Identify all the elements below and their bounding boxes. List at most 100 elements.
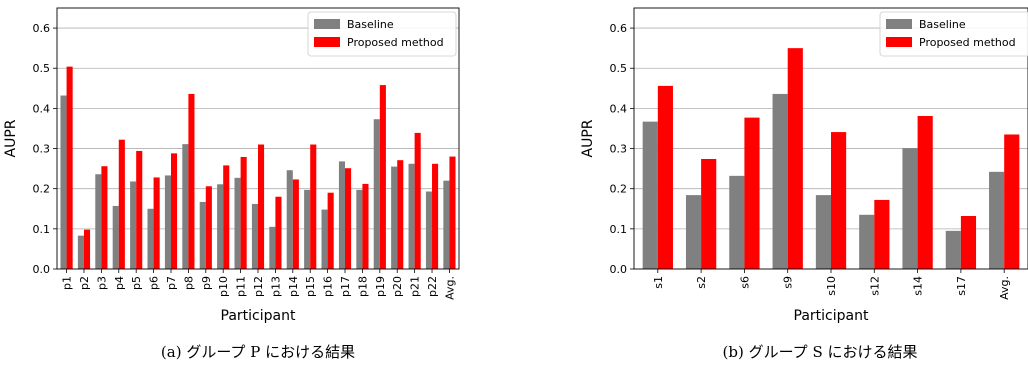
x-tick-label: p10 [217,276,230,297]
y-tick-label: 0.5 [33,62,51,75]
baseline-bar-s10 [815,195,831,269]
baseline-bar-p1 [60,95,67,269]
baseline-bar-p4 [112,205,119,269]
proposed-bar-Avg [1004,134,1020,269]
x-tick-label: p11 [235,276,248,297]
y-tick-label: 0.4 [610,102,628,115]
legend-box [307,11,457,57]
proposed-bar-p19 [379,85,386,269]
baseline-bar-p20 [391,166,398,269]
proposed-bar-p9 [205,186,212,269]
x-tick-label: s14 [912,276,925,296]
chart-panel-a: 0.0 0.1 0.2 0.3 0.4 0.5 0.6 p1 p2 p3 p4 p5 p6 p7 p8 p9 p… [3,7,460,361]
y-tick-label: 0.3 [610,143,628,156]
proposed-bar-Avg [449,156,456,269]
legend-label: Proposed method [347,36,444,49]
proposed-bar-p1 [66,66,73,269]
baseline-bar-p17 [338,161,346,269]
baseline-bar-p19 [373,119,380,269]
proposed-bar-p21 [414,132,421,269]
baseline-bar-s12 [859,214,875,269]
x-tick-label: s10 [825,276,838,296]
y-tick-label: 0.2 [33,183,51,196]
x-tick-label: p9 [200,276,213,290]
x-tick-label: p2 [78,276,91,290]
y-tick-label: 0.0 [33,263,51,276]
x-tick-label: Avg. [998,276,1011,300]
y-tick-label: 0.0 [610,263,628,276]
proposed-bar-p2 [83,229,91,269]
proposed-bar-p7 [170,153,178,269]
legend-swatch [314,37,340,47]
y-axis-label: AUPR [580,119,596,157]
x-tick-label: p17 [339,276,352,297]
x-tick-label: p3 [95,276,108,290]
legend-swatch [886,37,912,47]
x-axis-label: Participant [221,308,296,324]
x-tick-label: s12 [868,276,881,296]
x-tick-label: s6 [738,276,751,289]
proposed-bar-p15 [310,144,317,269]
proposed-bar-p14 [292,179,299,269]
x-axis-label: Participant [794,308,869,324]
proposed-bar-s10 [831,132,847,269]
proposed-bar-p12 [258,144,265,269]
baseline-bar-Avg [443,180,450,269]
proposed-bar-p16 [327,192,334,269]
x-tick-label: s2 [695,276,708,289]
legend-label: Baseline [347,18,394,31]
legend-swatch [314,19,340,29]
x-tick-label: s17 [955,276,968,296]
y-tick-label: 0.6 [610,22,628,35]
x-tick-label: p12 [252,276,265,297]
proposed-bar-p18 [362,183,369,269]
legend-swatch [886,19,912,29]
y-tick-label: 0.5 [610,62,628,75]
baseline-bar-p13 [269,226,276,269]
y-axis-label: AUPR [3,119,19,157]
x-tick-label: Avg. [443,276,456,300]
proposed-bar-s14 [917,116,933,269]
baseline-bar-p10 [217,184,224,269]
proposed-bar-p4 [118,139,125,269]
x-tick-label: p4 [113,276,126,290]
x-tick-label: p6 [148,276,161,290]
baseline-bar-s6 [729,175,745,269]
x-tick-label: p19 [374,276,387,297]
baseline-bar-p8 [182,144,189,269]
baseline-bar-s14 [902,148,918,269]
y-tick-label: 0.1 [610,223,628,236]
x-tick-label: p22 [426,276,439,297]
legend-label: Baseline [919,18,966,31]
x-tick-label: p8 [182,276,195,290]
x-tick-label: s9 [782,276,795,289]
baseline-bar-p22 [425,191,433,269]
baseline-bar-s2 [685,195,702,269]
x-tick-label: p7 [165,276,178,290]
x-tick-label: p16 [322,276,335,297]
proposed-bar-p22 [432,163,439,269]
x-tick-label: p1 [61,276,74,290]
proposed-bar-s2 [701,158,717,269]
proposed-bar-s1 [657,85,673,269]
figure-caption: (a) グループ P における結果 [161,343,355,361]
proposed-bar-s9 [787,48,803,270]
proposed-bar-p13 [275,196,282,269]
legend-label: Proposed method [919,36,1016,49]
baseline-bar-s1 [642,121,658,270]
baseline-bar-p6 [147,208,154,269]
baseline-bar-p21 [408,163,415,269]
proposed-bar-p8 [188,93,195,269]
legend-box [879,11,1028,57]
x-tick-label: p14 [287,276,300,297]
x-tick-label: p21 [409,276,422,297]
x-tick-label: s1 [652,276,665,289]
y-tick-label: 0.3 [33,143,51,156]
baseline-bar-p15 [304,189,311,269]
plot-frame [56,7,460,270]
y-tick-label: 0.6 [33,22,51,35]
baseline-bar-p12 [251,203,258,269]
baseline-bar-s9 [772,93,788,269]
proposed-bar-s6 [744,117,760,270]
